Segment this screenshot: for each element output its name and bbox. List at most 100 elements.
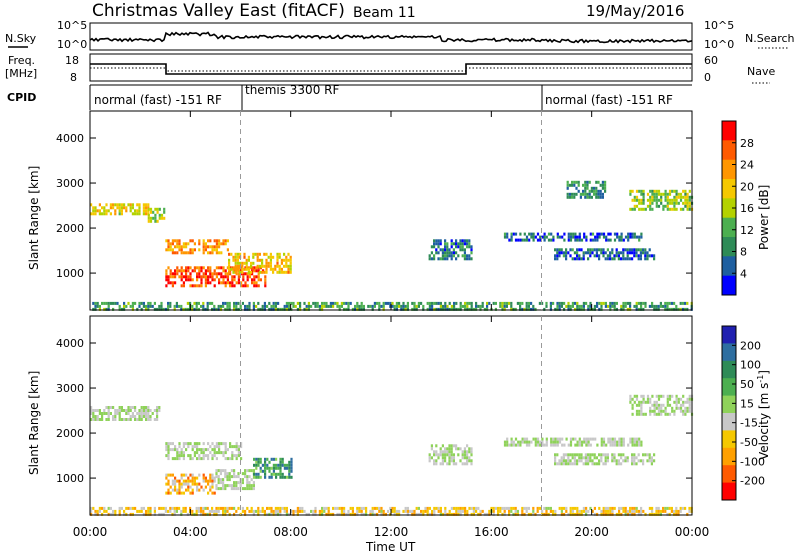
- echo-cell: [431, 512, 434, 516]
- echo-cell: [200, 485, 203, 489]
- echo-cell: [573, 180, 576, 184]
- echo-cell: [255, 466, 258, 470]
- echo-cell: [604, 506, 607, 510]
- echo-cell: [618, 512, 621, 516]
- echo-cell: [475, 304, 478, 308]
- echo-cell: [261, 509, 264, 513]
- echo-cell: [189, 248, 192, 252]
- echo-cell: [660, 394, 663, 398]
- echo-cell: [620, 304, 623, 308]
- echo-cell: [633, 506, 636, 510]
- echo-cell: [213, 304, 216, 308]
- echo-cell: [96, 512, 99, 516]
- echo-cell: [404, 509, 407, 513]
- echo-cell: [153, 409, 156, 412]
- echo-cell: [611, 459, 614, 463]
- echo-cell: [178, 485, 181, 489]
- echo-cell: [624, 301, 627, 305]
- echo-cell: [142, 506, 145, 510]
- echo-cell: [246, 469, 249, 473]
- echo-cell: [628, 251, 631, 255]
- echo-cell: [649, 195, 652, 199]
- echo-cell: [541, 301, 544, 305]
- echo-cell: [226, 475, 229, 479]
- echo-cell: [543, 443, 546, 447]
- echo-cell: [98, 203, 101, 207]
- echo-cell: [631, 462, 634, 466]
- echo-cell: [307, 307, 310, 311]
- echo-cell: [406, 509, 409, 513]
- echo-cell: [142, 203, 145, 207]
- echo-cell: [185, 488, 188, 492]
- echo-cell: [362, 512, 365, 516]
- echo-cell: [611, 440, 614, 444]
- echo-cell: [241, 261, 244, 265]
- echo-cell: [187, 266, 190, 270]
- echo-cell: [178, 451, 181, 455]
- echo-cell: [450, 254, 453, 258]
- echo-cell: [461, 242, 464, 246]
- echo-cell: [587, 437, 590, 441]
- echo-cell: [264, 460, 267, 464]
- echo-cell: [554, 437, 557, 441]
- echo-cell: [149, 512, 152, 516]
- echo-cell: [466, 450, 469, 454]
- echo-cell: [514, 238, 518, 242]
- echo-cell: [562, 251, 565, 255]
- echo-cell: [677, 509, 680, 513]
- echo-cell: [233, 484, 236, 488]
- echo-cell: [276, 261, 279, 265]
- echo-cell: [204, 307, 207, 311]
- echo-cell: [153, 506, 156, 510]
- echo-cell: [356, 506, 359, 510]
- echo-cell: [510, 440, 513, 444]
- echo-cell: [207, 278, 210, 282]
- echo-cell: [424, 509, 427, 513]
- echo-cell: [275, 463, 278, 467]
- echo-cell: [98, 506, 101, 510]
- echo-cell: [597, 180, 600, 184]
- echo-cell: [226, 239, 229, 243]
- echo-cell: [582, 301, 585, 305]
- echo-cell: [593, 453, 596, 457]
- echo-cell: [230, 267, 233, 271]
- echo-cell: [246, 272, 249, 276]
- echo-cell: [178, 479, 181, 483]
- echo-cell: [255, 457, 258, 461]
- echo-cell: [156, 412, 159, 415]
- echo-cell: [626, 307, 629, 311]
- echo-cell: [639, 254, 642, 258]
- echo-cell: [90, 409, 93, 412]
- echo-cell: [182, 242, 185, 246]
- echo-cell: [389, 512, 392, 516]
- echo-cell: [279, 472, 282, 476]
- echo-cell: [182, 479, 185, 483]
- echo-cell: [191, 445, 194, 449]
- echo-cell: [620, 443, 623, 447]
- echo-cell: [198, 473, 201, 477]
- echo-cell: [196, 451, 199, 455]
- echo-cell: [426, 506, 429, 510]
- echo-cell: [439, 304, 442, 308]
- echo-cell: [461, 254, 464, 258]
- echo-cell: [626, 456, 629, 460]
- echo-cell: [167, 239, 170, 243]
- echo-cell: [288, 469, 291, 473]
- echo-cell: [174, 251, 177, 255]
- echo-cell: [197, 301, 200, 305]
- colorbar-tick-label: -100: [740, 455, 765, 468]
- colorbar-tick-label: 200: [740, 339, 761, 352]
- echo-cell: [147, 307, 150, 311]
- echo-cell: [94, 307, 97, 311]
- echo-cell: [147, 509, 150, 513]
- echo-cell: [651, 512, 654, 516]
- echo-cell: [457, 509, 460, 513]
- echo-cell: [582, 509, 585, 513]
- echo-cell: [688, 409, 691, 413]
- echo-cell: [684, 412, 687, 416]
- echo-cell: [574, 232, 577, 236]
- echo-cell: [638, 443, 641, 447]
- echo-cell: [196, 272, 199, 276]
- echo-cell: [475, 301, 478, 305]
- echo-cell: [299, 509, 302, 513]
